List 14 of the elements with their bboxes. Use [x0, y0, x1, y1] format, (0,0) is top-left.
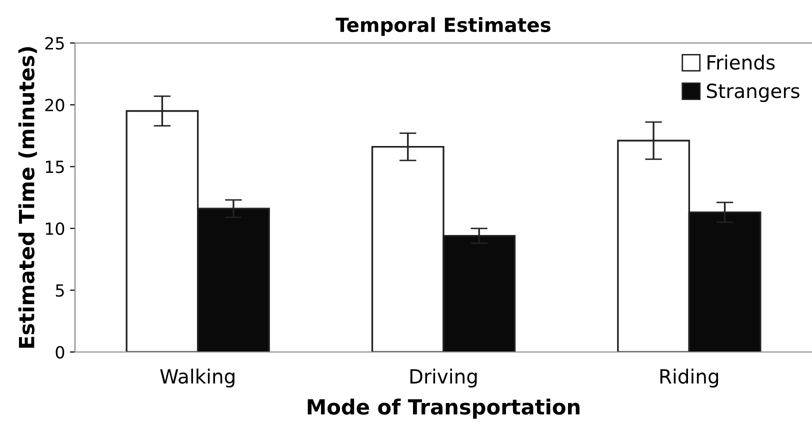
y-tick-label: 20 [45, 98, 64, 112]
y-tick-label: 0 [56, 346, 64, 359]
y-tick-label: 25 [45, 36, 64, 50]
x-axis-title: Mode of Transportation [308, 398, 580, 419]
x-tick-label: Riding [660, 368, 718, 388]
legend-label: Friends [708, 54, 775, 70]
x-tick-label: Driving [410, 368, 477, 388]
chart-title: Temporal Estimates [336, 17, 550, 36]
y-tick-label: 10 [46, 222, 64, 235]
x-tick-label: Walking [160, 368, 234, 388]
y-tick-label: 5 [56, 284, 64, 297]
y-tick-label: 15 [46, 160, 64, 174]
y-axis-title: Estimated Time (minutes) [18, 47, 37, 348]
legend-label: Strangers [706, 84, 800, 102]
